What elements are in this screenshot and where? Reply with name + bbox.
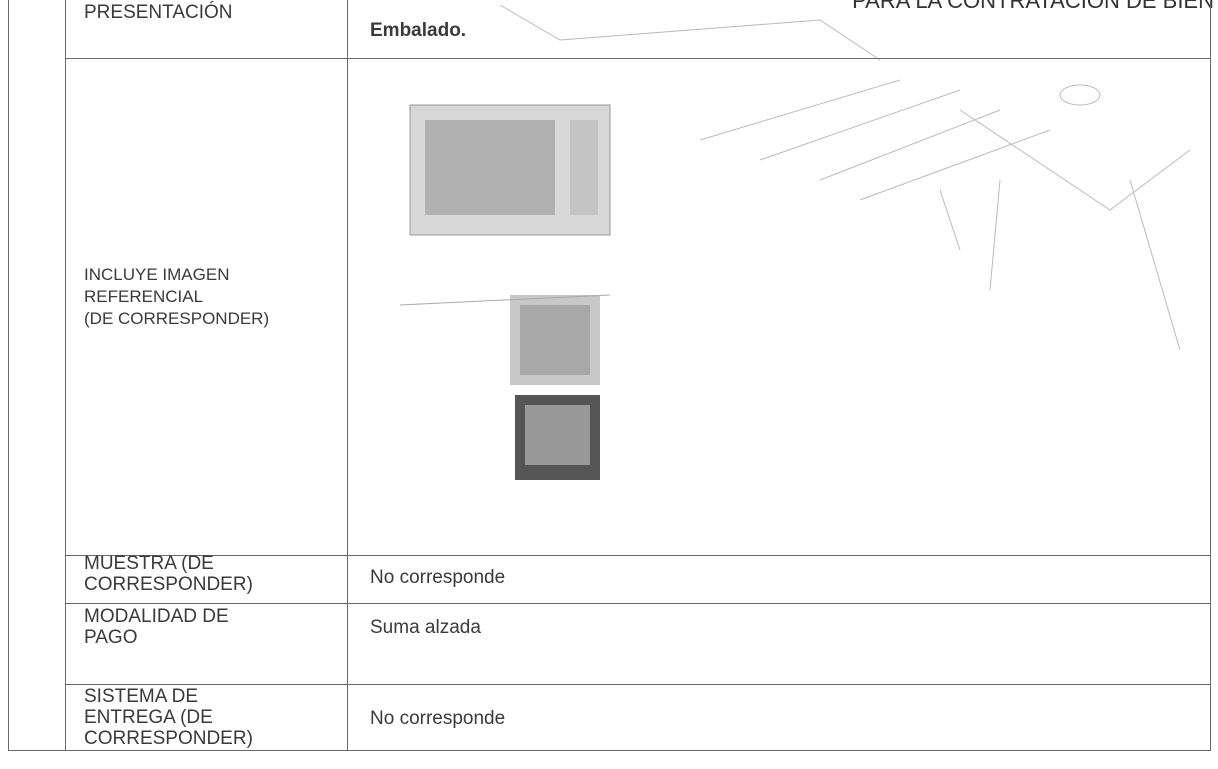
border [1210, 0, 1211, 750]
border [8, 0, 9, 750]
row-label: (DE CORRESPONDER) [84, 309, 270, 328]
row-value: No corresponde [370, 567, 506, 588]
row-label: MUESTRA (DE [84, 553, 214, 574]
row-divider [65, 684, 1211, 685]
reference-image [399, 104, 611, 480]
row-label: ENTREGA (DE [84, 707, 213, 728]
row-label: CORRESPONDER) [84, 728, 253, 749]
row-value: Embalado. [370, 20, 467, 41]
border [347, 0, 348, 750]
row-label: INCLUYE IMAGEN [84, 265, 230, 284]
border [8, 750, 1211, 751]
row-label: PRESENTACIÓN [84, 2, 233, 23]
row-value: Suma alzada [370, 617, 481, 638]
row-label: PAGO [84, 627, 138, 648]
row-divider [65, 603, 1211, 604]
row-value: No corresponde [370, 708, 506, 729]
row-label: CORRESPONDER) [84, 574, 253, 595]
row-label: REFERENCIAL [84, 287, 204, 306]
row-divider [65, 555, 1211, 556]
row-divider [65, 58, 1211, 59]
row-label: MODALIDAD DE [84, 606, 229, 627]
row-label: SISTEMA DE [84, 686, 199, 707]
border [65, 0, 66, 750]
header-title: PARA LA CONTRATACIÓN DE BIEN [852, 0, 1214, 13]
